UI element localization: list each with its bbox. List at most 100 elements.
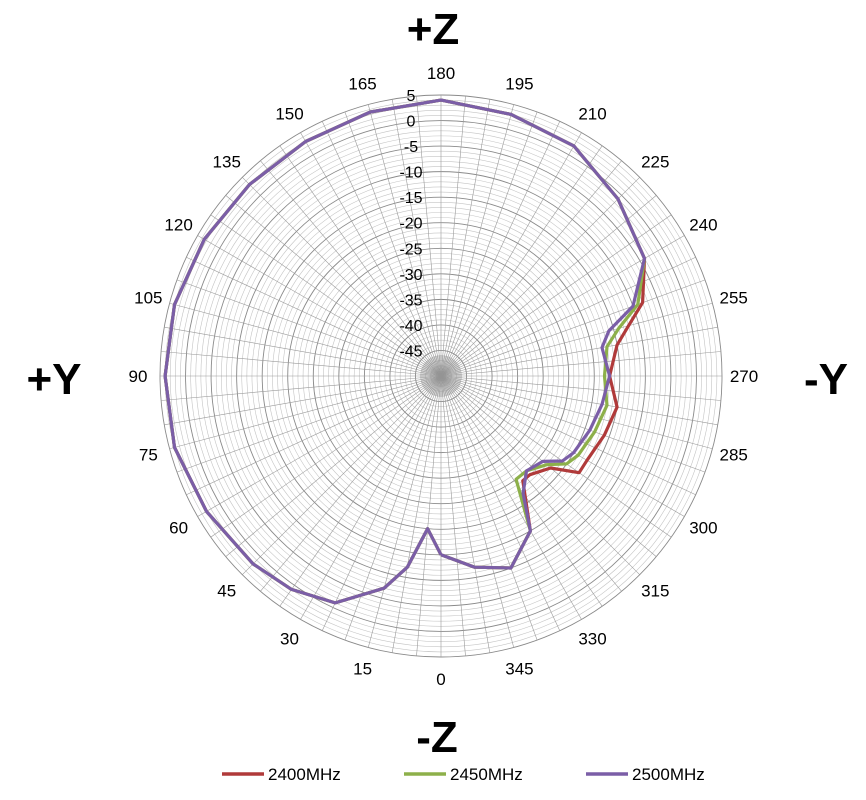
grid-spoke bbox=[197, 235, 442, 377]
grid-spoke bbox=[440, 160, 622, 377]
angle-tick-label: 150 bbox=[275, 105, 303, 124]
grid-spoke bbox=[225, 195, 442, 377]
grid-spoke bbox=[176, 279, 442, 377]
grid-spoke bbox=[440, 375, 706, 473]
radial-tick-label: 5 bbox=[407, 88, 416, 105]
radial-tick-label: -40 bbox=[399, 318, 422, 335]
grid-spoke bbox=[416, 96, 442, 377]
grid-spoke bbox=[367, 104, 442, 377]
grid-spoke bbox=[186, 256, 442, 377]
grid-spoke bbox=[440, 111, 538, 377]
grid-spoke bbox=[440, 145, 603, 377]
grid-spoke bbox=[161, 351, 442, 377]
axis-label-top: +Z bbox=[407, 5, 460, 54]
grid-spoke bbox=[440, 177, 640, 377]
radial-tick-label: -30 bbox=[399, 267, 422, 284]
angle-tick-label: 270 bbox=[730, 367, 758, 386]
grid-spoke bbox=[169, 375, 442, 450]
grid-spoke bbox=[210, 214, 442, 377]
grid-spoke bbox=[440, 96, 466, 377]
grid-spoke bbox=[260, 160, 442, 377]
radial-tick-label: -15 bbox=[399, 190, 422, 207]
axis-label-bottom: -Z bbox=[416, 713, 458, 762]
radial-tick-label: -5 bbox=[404, 139, 418, 156]
angle-tick-label: 285 bbox=[719, 445, 747, 464]
grid-spoke bbox=[391, 375, 442, 653]
grid-spoke bbox=[164, 375, 442, 426]
grid-spoke bbox=[242, 375, 442, 575]
grid-spoke bbox=[440, 132, 582, 377]
angle-tick-label: 105 bbox=[134, 289, 162, 308]
grid-spoke bbox=[440, 375, 718, 426]
grid-spoke bbox=[225, 375, 442, 557]
angle-tick-label: 60 bbox=[169, 519, 188, 538]
polar-grid bbox=[159, 94, 723, 658]
legend-label-2400MHz: 2400MHz bbox=[268, 765, 341, 784]
radial-tick-label: 0 bbox=[407, 114, 416, 131]
angle-tick-label: 345 bbox=[505, 660, 533, 679]
angle-tick-label: 180 bbox=[427, 64, 455, 83]
grid-spoke bbox=[164, 326, 442, 377]
grid-spoke bbox=[440, 351, 721, 377]
grid-spoke bbox=[440, 375, 582, 620]
grid-spoke bbox=[440, 279, 706, 377]
grid-spoke bbox=[186, 375, 442, 496]
radial-tick-label: -45 bbox=[399, 343, 422, 360]
grid-spoke bbox=[440, 375, 561, 631]
angle-tick-label: 120 bbox=[164, 216, 192, 235]
radial-tick-label: -20 bbox=[399, 216, 422, 233]
grid-spoke bbox=[440, 256, 696, 377]
grid-spoke bbox=[279, 375, 442, 607]
grid-spoke bbox=[440, 235, 685, 377]
grid-spoke bbox=[440, 375, 622, 592]
angle-tick-label: 135 bbox=[213, 153, 241, 172]
radial-tick-label: -10 bbox=[399, 165, 422, 182]
angle-tick-label: 90 bbox=[129, 367, 148, 386]
grid-spoke bbox=[440, 104, 515, 377]
grid-spoke bbox=[440, 302, 713, 377]
angle-tick-label: 240 bbox=[689, 216, 717, 235]
legend: 2400MHz 2450MHz 2500MHz bbox=[222, 765, 705, 784]
angle-tick-label: 210 bbox=[578, 105, 606, 124]
grid-spoke bbox=[169, 302, 442, 377]
grid-spoke bbox=[197, 375, 442, 517]
axis-label-left: +Y bbox=[26, 355, 81, 404]
angle-tick-label: 315 bbox=[641, 581, 669, 600]
angle-tick-label: 225 bbox=[641, 153, 669, 172]
legend-label-2450MHz: 2450MHz bbox=[450, 765, 523, 784]
radial-tick-labels: 5 0 -5 -10 -15 -20 -25 -30 -35 -40 -45 bbox=[399, 88, 422, 360]
angle-tick-labels: 0 15 30 45 60 75 90 105 120 135 150 165 180 195 210 225… bbox=[129, 64, 759, 689]
grid-spoke bbox=[321, 375, 442, 631]
grid-spoke bbox=[440, 375, 721, 401]
grid-spoke bbox=[440, 326, 718, 377]
grid-spoke bbox=[344, 111, 442, 377]
grid-spoke bbox=[440, 99, 491, 377]
radial-tick-label: -25 bbox=[399, 241, 422, 258]
angle-tick-label: 300 bbox=[689, 519, 717, 538]
angle-tick-label: 75 bbox=[139, 445, 158, 464]
grid-spoke bbox=[440, 214, 672, 377]
angle-tick-label: 195 bbox=[505, 74, 533, 93]
angle-tick-label: 15 bbox=[353, 660, 372, 679]
grid-spoke bbox=[440, 375, 657, 557]
grid-spoke bbox=[279, 145, 442, 377]
grid-spoke bbox=[210, 375, 442, 538]
angle-tick-label: 30 bbox=[280, 629, 299, 648]
angle-tick-label: 165 bbox=[348, 74, 376, 93]
radial-tick-label: -35 bbox=[399, 292, 422, 309]
grid-spoke bbox=[300, 132, 442, 377]
series-line-2500MHz bbox=[163, 98, 647, 605]
grid-spoke bbox=[440, 375, 538, 641]
series-layer bbox=[163, 98, 647, 605]
grid-spoke bbox=[440, 375, 672, 538]
grid-spoke bbox=[161, 375, 442, 401]
grid-spoke bbox=[440, 375, 640, 575]
grid-spoke bbox=[260, 375, 442, 592]
grid-spoke bbox=[242, 177, 442, 377]
grid-center bbox=[420, 355, 462, 397]
angle-tick-label: 0 bbox=[436, 670, 445, 689]
grid-spoke bbox=[440, 195, 657, 377]
angle-tick-label: 45 bbox=[217, 581, 236, 600]
grid-spoke bbox=[440, 121, 561, 377]
